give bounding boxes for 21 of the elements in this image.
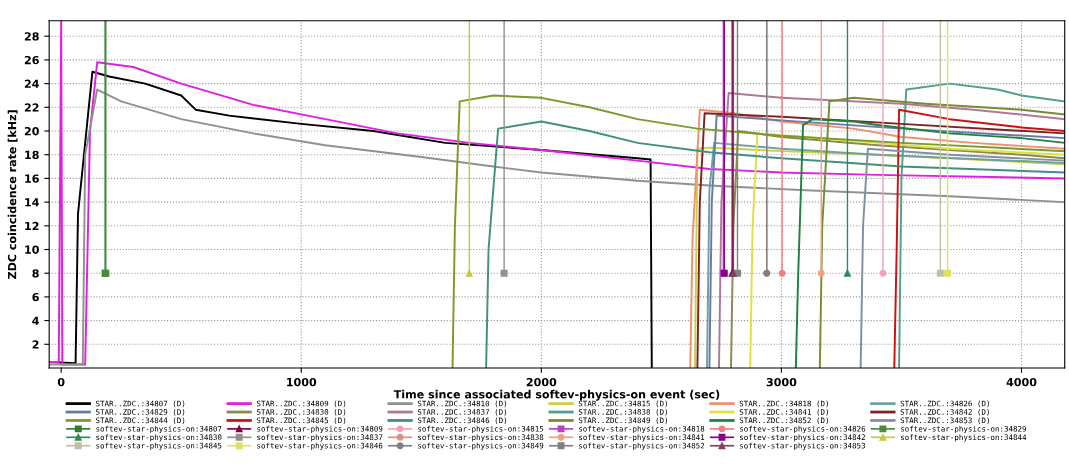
y-tick-label: 14: [25, 198, 39, 207]
y-tick-label: 18: [25, 150, 39, 160]
y-tick-label: 26: [24, 55, 39, 65]
y-tick-label: 2: [32, 340, 39, 349]
y-tick-label: 12: [25, 221, 39, 231]
y-tick-label: 22: [24, 103, 39, 112]
y-tick-label: 10: [25, 245, 39, 254]
y-tick-label: 28: [24, 32, 39, 41]
y-tick-label: 24: [24, 79, 39, 88]
x-tick-label: 0: [57, 377, 65, 387]
y-tick-label: 20: [24, 126, 39, 136]
x-tick-label: 1000: [287, 377, 317, 387]
y-tick-label: 6: [32, 292, 39, 302]
x-axis-title: Time since associated softev-physics-on event (sec): [393, 389, 720, 401]
y-tick-label: 8: [32, 269, 39, 278]
y-axis-title: ZDC coincidence rate [kHz]: [7, 110, 18, 279]
x-tick-label: 3000: [766, 377, 797, 387]
x-tick-label: 2000: [526, 377, 557, 387]
y-tick-label: 4: [32, 316, 39, 325]
x-tick-label: 4000: [1006, 377, 1037, 387]
y-tick-label: 16: [25, 174, 39, 183]
